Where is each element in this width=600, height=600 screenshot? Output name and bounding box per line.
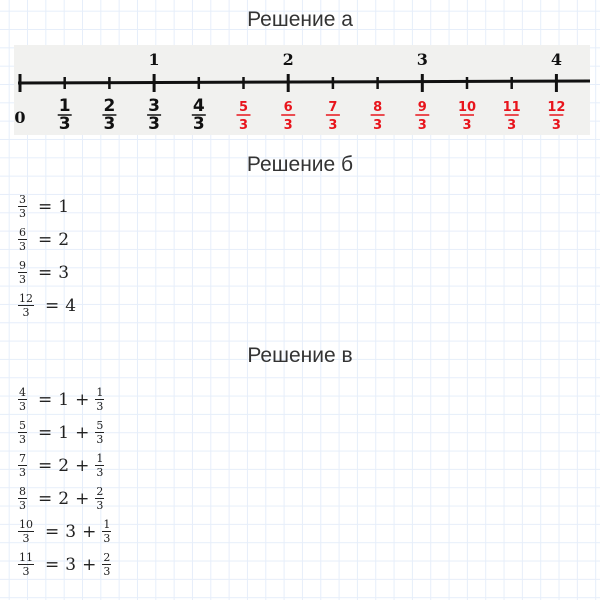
- number-line-fraction-numerator: 1: [59, 96, 71, 116]
- equation: 3 3 = 1: [18, 193, 70, 220]
- solution-c-list: 4 3 = 1 +1 3 5 3 = 1 +5 3 7 3 = 2 +1 3 8 3 = 2 +2 3 10 3 = 3 +1 3 11 3 =…: [18, 383, 116, 581]
- heading-solution-c: Решение в: [247, 344, 353, 367]
- number-line-fraction-denominator: 3: [148, 114, 160, 134]
- number-line-axis: [17, 79, 591, 85]
- number-line-fraction-numerator: 2: [103, 96, 115, 116]
- number-line-fraction-denominator: 3: [373, 118, 382, 133]
- number-line-fraction-denominator: 3: [507, 118, 516, 133]
- number-line-fraction-denominator: 3: [462, 118, 471, 133]
- number-line-fraction-numerator: 10: [458, 100, 476, 115]
- number-line-image: 1 2 3 4 0 1 3 2 3 3 3 4 3 5 3 6 3 7 3 8 3 9 3 10 3 11 3 12 3: [14, 45, 591, 135]
- number-line-fraction-numerator: 4: [193, 96, 205, 116]
- number-line-top-label: 1: [149, 50, 160, 69]
- number-line-fraction-denominator: 3: [239, 118, 248, 133]
- equation: 6 3 = 2: [18, 226, 70, 253]
- number-line-fraction-numerator: 6: [284, 100, 293, 115]
- number-line-fraction-numerator: 5: [239, 100, 248, 115]
- equation: 5 3 = 1 +5 3: [18, 419, 105, 446]
- number-line-zero-label: 0: [14, 108, 25, 127]
- number-line-fraction-numerator: 11: [503, 100, 521, 115]
- number-line-fraction-denominator: 3: [59, 114, 71, 134]
- number-line-fraction-numerator: 9: [418, 100, 427, 115]
- number-line-fraction-denominator: 3: [193, 114, 205, 134]
- equation: 9 3 = 3: [18, 259, 70, 286]
- equation: 11 3 = 3 +2 3: [18, 551, 112, 578]
- equation: 10 3 = 3 +1 3: [18, 518, 112, 545]
- equation: 4 3 = 1 +1 3: [18, 386, 105, 413]
- equation: 8 3 = 2 +2 3: [18, 485, 105, 512]
- number-line-fraction-numerator: 7: [328, 100, 337, 115]
- number-line-top-label: 4: [551, 50, 562, 69]
- number-line-fraction-denominator: 3: [418, 118, 427, 133]
- fraction: 11 3: [18, 551, 34, 578]
- number-line-fraction-denominator: 3: [103, 114, 115, 134]
- number-line-fraction-denominator: 3: [284, 118, 293, 133]
- equation: 7 3 = 2 +1 3: [18, 452, 105, 479]
- equation: 12 3 = 4: [18, 292, 77, 319]
- fraction: 10 3: [18, 518, 34, 545]
- heading-solution-b: Решение б: [246, 153, 354, 176]
- number-line-top-label: 3: [417, 50, 428, 69]
- number-line-fraction-numerator: 12: [547, 100, 565, 115]
- solution-b-list: 3 3 = 1 6 3 = 2 9 3 = 3 12 3 = 4: [18, 190, 76, 322]
- number-line-fraction-numerator: 3: [148, 96, 160, 116]
- number-line-fraction-denominator: 3: [328, 118, 337, 133]
- number-line-fraction-denominator: 3: [552, 118, 561, 133]
- number-line-fraction-numerator: 8: [373, 100, 382, 115]
- fraction: 12 3: [18, 292, 34, 319]
- number-line-top-label: 2: [283, 50, 294, 69]
- heading-solution-a: Решение а: [247, 8, 353, 31]
